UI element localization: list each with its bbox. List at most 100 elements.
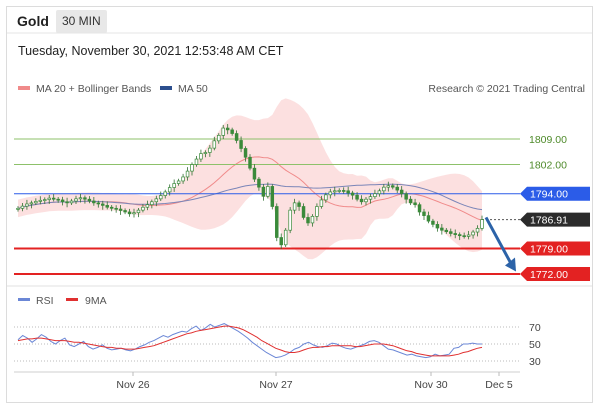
candle [391,183,395,190]
candle [466,230,471,240]
level-label-1772.00: 1772.00 [530,269,568,281]
candle [355,192,359,202]
candle [417,202,422,216]
x-tick-label: Nov 26 [116,379,149,391]
legend-swatch-ma20 [18,86,30,90]
candle [96,200,101,208]
legend-ma50: MA 50 [178,83,208,95]
level-tag-1779.00 [520,241,590,256]
candle [471,229,475,239]
candle [324,192,328,203]
candle [199,149,203,162]
candle [297,200,301,211]
forecast-arrow-layer [484,216,516,272]
candle [185,167,190,181]
level-label-1809.00: 1809.00 [529,134,567,146]
candle [457,232,462,241]
candle [301,203,306,220]
x-tick-label: Nov 30 [414,379,447,391]
legend-swatch-rsi [18,298,30,301]
candle [150,199,154,209]
candle [248,154,252,171]
candle [252,164,257,183]
candle [105,201,109,210]
bollinger-band-layer [17,98,483,260]
candle [257,176,261,191]
candle [87,196,92,204]
candle [145,200,150,211]
candle [346,186,350,197]
candle [395,184,399,193]
rsi-9ma-line [17,325,483,357]
candle [243,146,248,162]
candle [16,206,20,212]
legend-9ma: 9MA [85,295,107,307]
chart-datetime: Tuesday, November 30, 2021 12:53:48 AM C… [18,44,284,58]
forecast-arrow-head [505,257,516,272]
candle [29,200,34,209]
candle [377,188,382,197]
candle [74,195,78,204]
candle [283,228,288,247]
candle [328,188,333,199]
candle [480,215,484,231]
candle [60,196,65,206]
candle [426,211,431,224]
credit-label: Research © 2021 Trading Central [428,83,585,95]
candle [47,195,51,204]
level-tag-1794.00 [520,186,590,201]
candle [221,124,225,139]
candle [408,196,413,206]
last-price-tag [520,212,590,227]
candle [333,186,337,197]
candle [109,205,114,212]
level-label-1779.00: 1779.00 [530,243,568,255]
candle [315,203,319,221]
forecast-arrow [484,216,513,265]
candle [453,229,457,239]
last-price-label: 1786.91 [530,215,568,227]
candle [306,213,310,226]
candle [65,197,69,208]
candle [279,233,283,250]
candle [101,200,105,210]
candle [399,186,404,198]
candle [230,127,234,136]
bollinger-band [18,98,482,260]
candle [118,205,123,215]
candle [368,193,373,204]
candle [404,191,408,204]
candle [364,197,368,206]
candle [141,204,145,213]
candle [310,214,315,227]
rsi-tick-label: 50 [529,339,541,351]
timeframe-badge[interactable]: 30 MIN [56,10,107,33]
candle [159,191,163,202]
candle [319,195,324,209]
candle [83,195,87,204]
candle [440,224,444,235]
candle [350,190,355,200]
level-label-1794.00: 1794.00 [530,189,568,201]
candle [51,194,56,202]
legend-ma-boll: MA 20 + Bollinger Bands [36,83,151,95]
candle [234,130,239,144]
candle [431,218,435,228]
candle [20,203,25,212]
candle [194,155,199,167]
rsi-line [17,323,482,359]
candle [38,196,43,205]
candle [114,205,118,213]
legend-swatch-ma50 [160,86,172,90]
candle [69,198,74,206]
candle [266,182,270,199]
candle [217,133,221,144]
candle [382,184,386,195]
candle [475,225,480,237]
candle [413,198,417,208]
candle [292,198,297,214]
candle [341,187,346,194]
candle [181,173,185,184]
candle [275,203,279,242]
